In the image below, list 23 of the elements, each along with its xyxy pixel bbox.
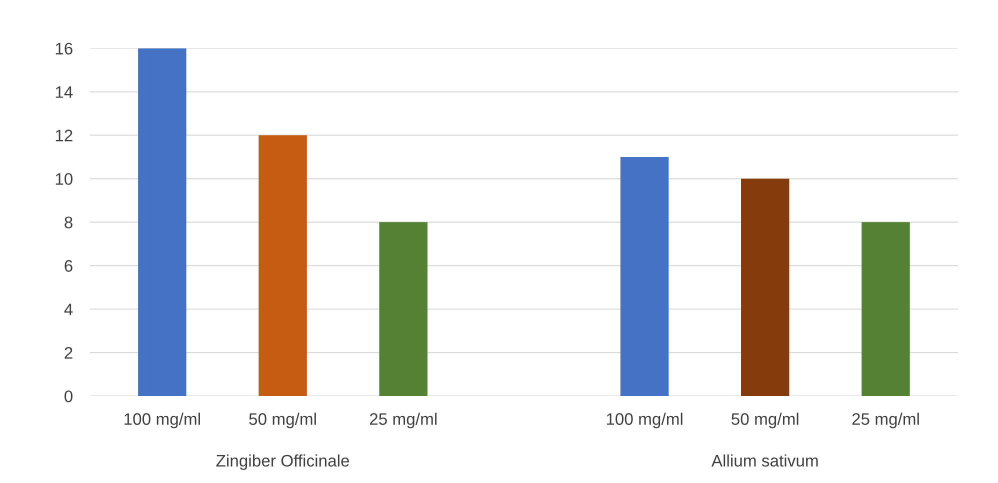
y-tick-label: 12 xyxy=(56,130,72,142)
x-tick-label: 50 mg/ml xyxy=(732,412,798,428)
text: Allium sativum xyxy=(711,454,818,467)
y-tick-label: 6 xyxy=(64,260,72,272)
y-tick-label: 14 xyxy=(56,86,73,98)
bar xyxy=(620,156,669,396)
bar xyxy=(258,135,307,396)
x-tick-label: 25 mg/ml xyxy=(370,412,437,428)
x-tick-label: 100 mg/ml xyxy=(606,412,682,428)
y-tick-label: 10 xyxy=(56,173,73,185)
bar xyxy=(379,222,428,396)
y-tick-label: 4 xyxy=(64,304,73,316)
x-tick-label: 25 mg/ml xyxy=(852,412,919,428)
bar xyxy=(741,178,790,396)
x-tick-label: 100 mg/ml xyxy=(124,412,200,428)
bar xyxy=(862,222,910,396)
text: Zingiber Officinale xyxy=(216,454,350,470)
y-tick-label: 0 xyxy=(64,390,72,402)
y-tick-label: 2 xyxy=(64,346,72,359)
y-tick-label: 16 xyxy=(56,42,72,55)
y-tick-label: 8 xyxy=(64,216,72,228)
bar xyxy=(138,48,186,396)
x-tick-label: 50 mg/ml xyxy=(249,412,316,428)
